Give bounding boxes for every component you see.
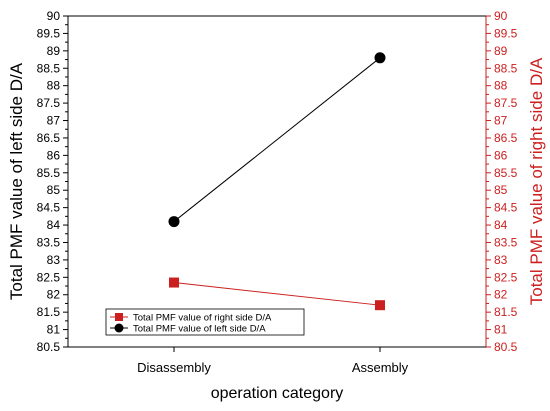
series-line: [173, 282, 381, 306]
right-tick-label: 87.5: [494, 96, 518, 110]
right-tick-label: 83.5: [494, 235, 518, 249]
axes-layer: [67, 15, 487, 348]
right-tick-label: 89.5: [494, 26, 518, 40]
right-tick-label: 84.5: [494, 201, 518, 215]
left-tick-label: 86.5: [37, 131, 61, 145]
left-tick-label: 83: [47, 253, 61, 267]
series-point-circle: [168, 216, 180, 228]
x-tick-label: Assembly: [352, 360, 409, 375]
left-tick-label: 82.5: [37, 270, 61, 284]
right-y-axis-label: Total PMF value of right side D/A: [527, 57, 546, 305]
series-line: [173, 57, 381, 222]
legend-marker-square: [115, 313, 123, 321]
right-tick-label: 88.5: [494, 61, 518, 75]
right-tick-label: 89: [494, 44, 508, 58]
right-tick-label: 87: [494, 114, 508, 128]
left-tick-label: 82: [47, 288, 61, 302]
right-tick-label: 83: [494, 253, 508, 267]
right-tick-label: 88: [494, 79, 508, 93]
right-tick-label: 90: [494, 9, 508, 23]
x-tick-label: Disassembly: [137, 360, 211, 375]
left-tick-label: 85: [47, 183, 61, 197]
left-tick-label: 84.5: [37, 201, 61, 215]
series-point-square: [375, 300, 385, 311]
right-tick-label: 82.5: [494, 270, 518, 284]
left-tick-label: 81: [47, 323, 61, 337]
right-tick-label: 82: [494, 288, 508, 302]
series-point-circle: [374, 52, 386, 64]
right-tick-label: 84: [494, 218, 508, 232]
left-tick-label: 84: [47, 218, 61, 232]
right-tick-label: 81.5: [494, 305, 518, 319]
right-tick-label: 85: [494, 183, 508, 197]
left-tick-label: 87: [47, 114, 61, 128]
left-tick-label: 87.5: [37, 96, 61, 110]
x-axis-label: operation category: [211, 385, 344, 402]
left-tick-label: 88.5: [37, 61, 61, 75]
series-layer: [168, 52, 386, 311]
left-tick-label: 86: [47, 148, 61, 162]
legend-label: Total PMF value of left side D/A: [133, 324, 266, 335]
left-tick-label: 85.5: [37, 166, 61, 180]
legend-marker-circle: [114, 323, 124, 333]
right-tick-label: 86.5: [494, 131, 518, 145]
right-tick-label: 86: [494, 148, 508, 162]
left-tick-label: 89: [47, 44, 61, 58]
left-tick-label: 83.5: [37, 235, 61, 249]
series-point-square: [169, 277, 179, 288]
ticks-layer: 80.5 80.5 81 81 81.5 81.5 82 82 82.5 82.5 83 83 83.5…: [37, 9, 518, 375]
legend-label: Total PMF value of right side D/A: [133, 313, 272, 324]
right-tick-label: 80.5: [494, 340, 518, 354]
left-y-axis-label: Total PMF value of left side D/A: [7, 62, 26, 300]
right-tick-label: 85.5: [494, 166, 518, 180]
legend-box: [105, 308, 305, 336]
left-tick-label: 90: [47, 9, 61, 23]
left-tick-label: 80.5: [37, 340, 61, 354]
right-tick-label: 81: [494, 323, 508, 337]
left-tick-label: 88: [47, 79, 61, 93]
left-tick-label: 81.5: [37, 305, 61, 319]
left-tick-label: 89.5: [37, 26, 61, 40]
